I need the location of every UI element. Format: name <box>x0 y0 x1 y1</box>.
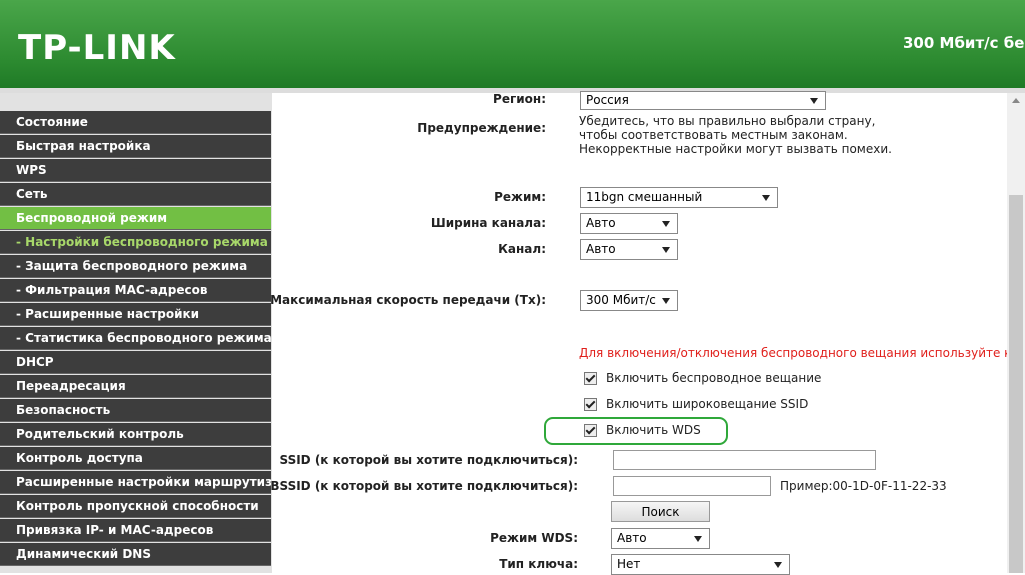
label: Регион: <box>493 92 546 106</box>
select[interactable]: Авто <box>580 213 678 234</box>
menu-item[interactable]: WPS <box>0 159 271 182</box>
checkbox[interactable] <box>584 424 597 437</box>
menu-item[interactable]: - Защита беспроводного режима <box>0 255 271 278</box>
select[interactable]: 11bgn смешанный <box>580 187 778 208</box>
text-input[interactable] <box>613 476 771 496</box>
select-value: Нет <box>617 557 641 571</box>
menu-item[interactable]: Расширенные настройки маршрутизации <box>0 471 271 494</box>
menu-item[interactable]: - Фильтрация MAC-адресов <box>0 279 271 302</box>
label: Канал: <box>498 242 546 256</box>
checkbox[interactable] <box>584 398 597 411</box>
label: Максимальная скорость передачи (Tx): <box>270 293 546 307</box>
scroll-up[interactable] <box>1012 98 1020 103</box>
menu-item[interactable]: - Статистика беспроводного режима <box>0 327 271 350</box>
label: Режим: <box>494 190 546 204</box>
menu-item[interactable]: Переадресация <box>0 375 271 398</box>
select[interactable]: Нет <box>611 554 790 575</box>
menu-item[interactable]: Родительский контроль <box>0 423 271 446</box>
select-value: Авто <box>586 242 616 256</box>
select-value: Россия <box>586 93 629 107</box>
menu-item[interactable]: Беспроводной режим <box>0 207 271 230</box>
select[interactable]: Россия <box>580 91 826 110</box>
menu-item[interactable]: Безопасность <box>0 399 271 422</box>
text-input[interactable] <box>613 450 876 470</box>
warning-line: Некорректные настройки могут вызвать пом… <box>579 142 892 156</box>
select-value: 300 Мбит/с <box>586 293 656 307</box>
select-value: Авто <box>617 531 647 545</box>
sidebar: Состояние Быстрая настройка WPS Сеть Беспров… <box>0 93 272 573</box>
menu-item[interactable]: Быстрая настройка <box>0 135 271 158</box>
label: SSID (к которой вы хотите подключиться): <box>279 453 578 467</box>
menu-item[interactable]: Контроль доступа <box>0 447 271 470</box>
menu-item[interactable]: Привязка IP- и MAC-адресов <box>0 519 271 542</box>
product-name: 300 Мбит/с бесп <box>903 34 1025 52</box>
select-value: 11bgn смешанный <box>586 190 703 204</box>
warning-line: Убедитесь, что вы правильно выбрали стра… <box>579 114 876 128</box>
select-value: Авто <box>586 216 616 230</box>
note: Для включения/отключения беспроводного в… <box>579 346 1007 360</box>
label: Тип ключа: <box>499 557 578 571</box>
checkbox-label: Включить WDS <box>606 423 701 437</box>
highlight <box>544 417 728 445</box>
menu-item[interactable]: Динамический DNS <box>0 543 271 566</box>
menu-item[interactable]: - Настройки беспроводного режима <box>0 231 271 254</box>
checkbox-label: Включить беспроводное вещание <box>606 371 822 385</box>
menu-item[interactable]: Состояние <box>0 111 271 134</box>
label: Ширина канала: <box>430 216 546 230</box>
label: Режим WDS: <box>490 531 578 545</box>
scroll-thumb[interactable] <box>1009 195 1023 573</box>
menu-item[interactable]: Сеть <box>0 183 271 206</box>
label: BSSID (к которой вы хотите подключиться)… <box>270 479 578 493</box>
menu-item[interactable]: DHCP <box>0 351 271 374</box>
checkbox[interactable] <box>584 372 597 385</box>
select[interactable]: Авто <box>580 239 678 260</box>
select[interactable]: 300 Мбит/с <box>580 290 678 311</box>
menu-item[interactable]: - Расширенные настройки <box>0 303 271 326</box>
checkbox-label: Включить широковещание SSID <box>606 397 809 411</box>
search-button[interactable]: Поиск <box>611 501 710 522</box>
header: TP-LINK 300 Мбит/с бесп <box>0 0 1025 93</box>
scrollbar[interactable] <box>1007 93 1025 573</box>
label: Предупреждение: <box>417 121 546 135</box>
logo[interactable]: TP-LINK <box>18 28 176 68</box>
select[interactable]: Авто <box>611 528 710 549</box>
warning-line: чтобы соответствовать местным законам. <box>579 128 848 142</box>
menu-item[interactable]: Контроль пропускной способности <box>0 495 271 518</box>
hint: Пример:00-1D-0F-11-22-33 <box>780 479 947 493</box>
